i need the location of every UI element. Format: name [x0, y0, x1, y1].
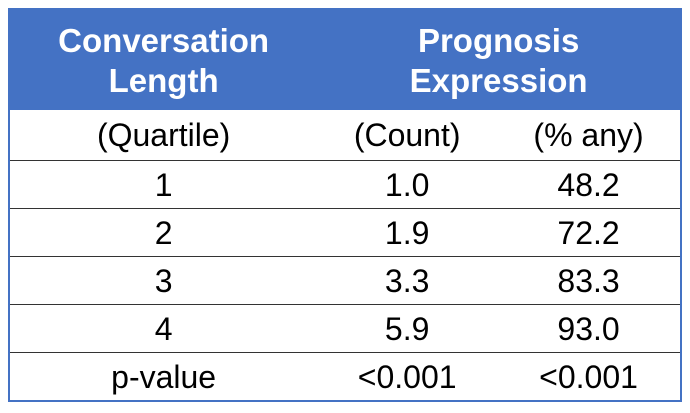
table-cell: 93.0: [497, 304, 681, 353]
table-cell: 1: [9, 160, 318, 209]
table-cell: 1.0: [317, 160, 498, 209]
header-cell: Conversation Length: [9, 9, 318, 110]
table-row: 1 1.0 48.2: [9, 160, 681, 209]
table-row: 3 3.3 83.3: [9, 256, 681, 305]
header-row: Conversation Length Prognosis Expression: [9, 9, 681, 110]
subheader-cell: (Count): [353, 117, 461, 153]
table-row: p-value <0.001 <0.001: [9, 352, 681, 401]
table-cell: 3.3: [317, 256, 498, 305]
table-row: 2 1.9 72.2: [9, 208, 681, 257]
data-table: Conversation Length Prognosis Expression…: [8, 8, 682, 402]
table-cell: <0.001: [317, 352, 498, 401]
table-row: 4 5.9 93.0: [9, 304, 681, 353]
table-cell: 5.9: [317, 304, 498, 353]
subheader-cell: (% any): [533, 117, 644, 153]
table-cell: 72.2: [497, 208, 681, 257]
table-cell: <0.001: [497, 352, 681, 401]
table-cell: 2: [9, 208, 318, 257]
subheader-cell: (Quartile): [96, 117, 231, 153]
header-cell: Prognosis Expression: [317, 9, 681, 110]
table-cell: 48.2: [497, 160, 681, 209]
table-cell: 3: [9, 256, 318, 305]
table-cell: 4: [9, 304, 318, 353]
table-cell: p-value: [9, 352, 318, 401]
subheader-row: (Quartile) (Count) (% any): [9, 110, 681, 161]
table-cell: 83.3: [497, 256, 681, 305]
table-cell: 1.9: [317, 208, 498, 257]
